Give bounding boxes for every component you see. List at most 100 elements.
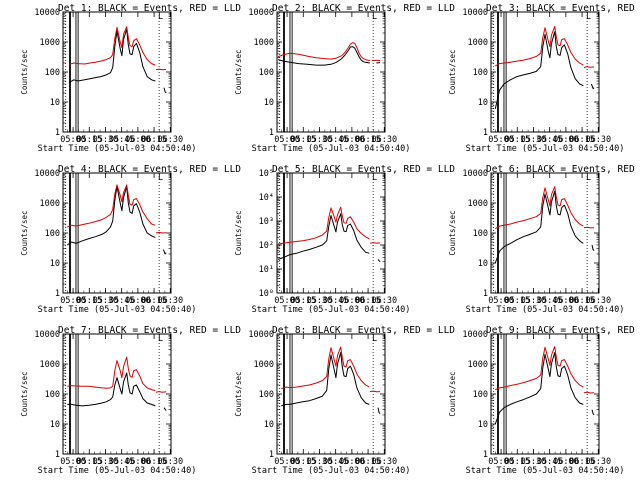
corner-label: L (158, 12, 163, 22)
y-tick-label: 10 (264, 98, 274, 108)
y-tick-label: 100 (259, 68, 274, 78)
y-tick-label: 1 (483, 450, 488, 460)
x-tick-label: 06:30 (157, 135, 183, 145)
x-tick-label: 05:00 (274, 457, 300, 467)
series-lld-line (278, 206, 370, 245)
series-events-line (277, 46, 370, 66)
x-tick-label: 06:15 (569, 135, 595, 145)
x-tick-label: 05:45 (109, 457, 135, 467)
y-axis-label: Counts/sec (20, 371, 29, 416)
series-lld-tail-line (155, 231, 167, 234)
y-tick-label: 10000 (34, 8, 60, 18)
y-tick-label: 10000 (462, 330, 488, 340)
x-tick-label: 06:15 (355, 135, 381, 145)
x-tick-label: 06:15 (569, 457, 595, 467)
series-lld-line (495, 186, 584, 230)
series-events-tail-line (591, 244, 595, 251)
series-events-line (281, 352, 370, 407)
series-events-line (494, 31, 584, 109)
x-tick-label: 05:45 (323, 296, 349, 306)
x-tick-label: 06:00 (553, 296, 579, 306)
x-tick-label: 06:30 (371, 296, 397, 306)
series-events-line (67, 186, 156, 246)
x-tick-label: 05:45 (537, 457, 563, 467)
x-tick-label: 05:30 (521, 296, 547, 306)
y-tick-label: 10000 (34, 169, 60, 179)
y-tick-label: 10000 (462, 8, 488, 18)
series-events-tail-line (591, 409, 595, 416)
x-tick-label: 05:30 (93, 457, 119, 467)
series-lld-tail-line (583, 66, 595, 69)
y-tick-label: 10⁴ (259, 193, 274, 203)
y-tick-label: 1000 (254, 360, 274, 370)
x-tick-label: 06:00 (125, 457, 151, 467)
series-events-line (69, 28, 156, 83)
x-tick-label: 05:30 (521, 457, 547, 467)
x-tick-label: 05:00 (60, 296, 86, 306)
x-axis-label: Start Time (05-Jul-03 04:50:40) (466, 466, 625, 476)
x-tick-label: 06:30 (371, 457, 397, 467)
series-events-line (67, 372, 156, 407)
x-tick-label: 06:15 (355, 296, 381, 306)
y-tick-label: 10 (50, 259, 60, 269)
x-tick-label: 06:30 (585, 457, 611, 467)
y-axis-label: Counts/sec (234, 371, 243, 416)
y-tick-label: 1 (55, 289, 60, 299)
x-tick-label: 06:15 (569, 296, 595, 306)
y-tick-label: 1 (483, 289, 488, 299)
x-axis-label: Start Time (05-Jul-03 04:50:40) (38, 305, 197, 315)
series-events-line (494, 352, 584, 425)
series-lld-line (69, 26, 156, 66)
series-lld-tail-line (155, 391, 167, 393)
y-axis-label: Counts/sec (448, 371, 457, 416)
x-tick-label: 05:00 (488, 457, 514, 467)
x-tick-label: 05:45 (537, 296, 563, 306)
series-events-line (277, 213, 370, 260)
x-tick-label: 06:15 (141, 296, 167, 306)
series-events-tail-line (163, 407, 167, 411)
y-tick-label: 10⁰ (259, 289, 274, 299)
panel-title: Det 2: BLACK = Events, RED = LLD (272, 3, 455, 14)
y-axis-label: Counts/sec (448, 210, 457, 255)
x-tick-label: 05:00 (60, 457, 86, 467)
y-axis-label: Counts/sec (234, 210, 243, 255)
x-axis-label: Start Time (05-Jul-03 04:50:40) (466, 144, 625, 154)
y-tick-label: 1000 (40, 199, 60, 209)
y-tick-label: 10000 (248, 330, 274, 340)
corner-label: L (158, 173, 163, 183)
y-tick-label: 1 (269, 450, 274, 460)
y-tick-label: 10000 (34, 330, 60, 340)
y-tick-label: 1000 (40, 38, 60, 48)
panel-title: Det 8: BLACK = Events, RED = LLD (272, 325, 455, 336)
corner-label: L (586, 173, 591, 183)
x-tick-label: 05:15 (76, 457, 102, 467)
y-tick-label: 10² (259, 241, 274, 251)
x-axis-label: Start Time (05-Jul-03 04:50:40) (466, 305, 625, 315)
x-tick-label: 05:15 (504, 457, 530, 467)
x-tick-label: 06:15 (141, 457, 167, 467)
y-tick-label: 1 (269, 128, 274, 138)
y-tick-label: 100 (473, 390, 488, 400)
x-axis-label: Start Time (05-Jul-03 04:50:40) (252, 305, 411, 315)
panel-det-4: Det 4: BLACK = Events, RED = LLD 1 10 100 10… (20, 164, 241, 315)
x-tick-label: 06:30 (157, 296, 183, 306)
y-tick-label: 10 (478, 259, 488, 269)
y-tick-label: 10000 (248, 8, 274, 18)
panel-title: Det 6: BLACK = Events, RED = LLD (486, 164, 640, 175)
y-tick-label: 100 (473, 229, 488, 239)
y-tick-label: 1000 (40, 360, 60, 370)
x-tick-label: 05:30 (307, 296, 333, 306)
series-events-tail-line (377, 407, 381, 415)
corner-label: L (372, 173, 377, 183)
panel-det-2: Det 2: BLACK = Events, RED = LLD 1 10 100 10… (234, 3, 455, 154)
x-tick-label: 05:45 (109, 296, 135, 306)
y-tick-label: 10000 (462, 169, 488, 179)
x-tick-label: 05:00 (60, 135, 86, 145)
x-tick-label: 05:45 (323, 135, 349, 145)
x-tick-label: 05:00 (488, 296, 514, 306)
x-axis-label: Start Time (05-Jul-03 04:50:40) (252, 144, 411, 154)
x-tick-label: 06:00 (553, 135, 579, 145)
x-tick-label: 05:15 (504, 135, 530, 145)
corner-label: L (158, 334, 163, 344)
